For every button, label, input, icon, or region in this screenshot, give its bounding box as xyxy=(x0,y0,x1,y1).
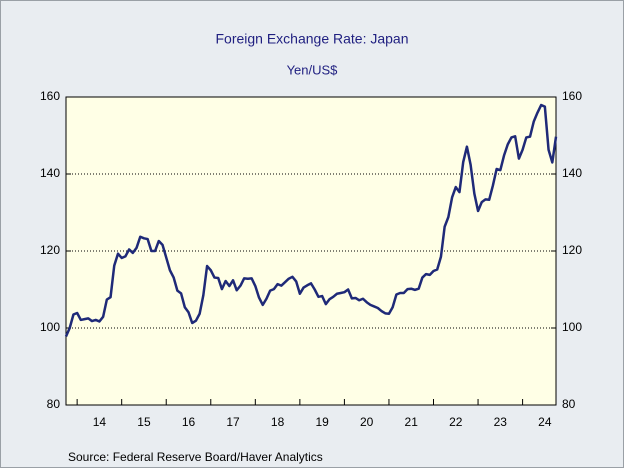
y-tick-label: 120 xyxy=(40,243,60,257)
y-tick-label: 160 xyxy=(40,89,60,103)
data-line xyxy=(64,103,558,337)
x-tick-label: 18 xyxy=(271,415,285,429)
y2-tick-label: 100 xyxy=(562,320,582,334)
chart-subtitle: Yen/US$ xyxy=(287,62,339,77)
x-tick-label: 21 xyxy=(405,415,419,429)
y2-tick-label: 120 xyxy=(562,243,582,257)
x-tick-label: 20 xyxy=(360,415,374,429)
x-tick-label: 16 xyxy=(182,415,196,429)
x-tick-label: 22 xyxy=(449,415,463,429)
y2-tick-label: 160 xyxy=(562,89,582,103)
plot-area xyxy=(65,96,557,406)
x-tick-label: 23 xyxy=(494,415,508,429)
y2-tick-label: 80 xyxy=(562,397,576,411)
source-note: Source: Federal Reserve Board/Haver Anal… xyxy=(68,450,323,464)
chart-title: Foreign Exchange Rate: Japan xyxy=(215,31,408,47)
y2-tick-label: 140 xyxy=(562,166,582,180)
x-tick-label: 19 xyxy=(315,415,329,429)
x-tick-label: 17 xyxy=(226,415,240,429)
x-tick-label: 15 xyxy=(137,415,151,429)
x-tick-label: 24 xyxy=(538,415,552,429)
y-tick-label: 100 xyxy=(40,320,60,334)
y-tick-label: 80 xyxy=(47,397,61,411)
x-tick-label: 14 xyxy=(93,415,107,429)
y-tick-label: 140 xyxy=(40,166,60,180)
